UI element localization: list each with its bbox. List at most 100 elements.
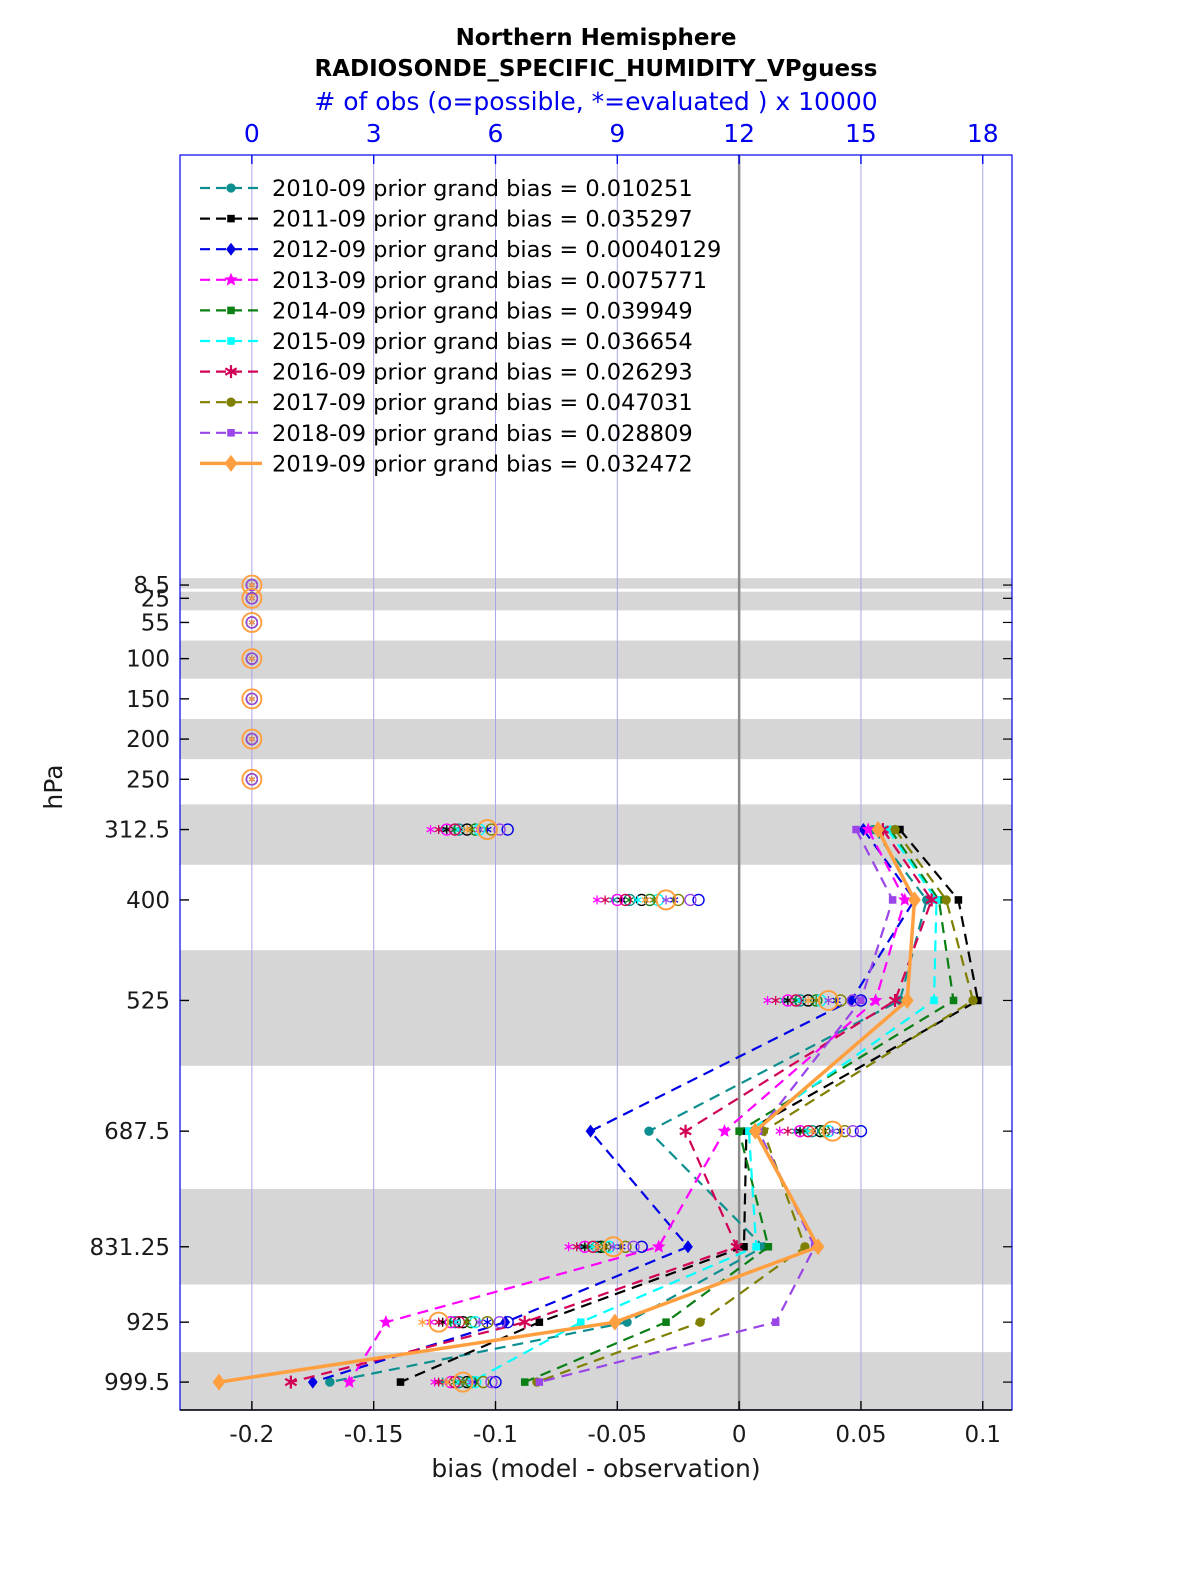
series-marker-star — [224, 272, 238, 286]
obs-possible-marker — [456, 1315, 470, 1329]
chart-graphic — [617, 897, 626, 903]
y-tick-label: 55 — [141, 610, 170, 636]
chart-graphic — [820, 1128, 829, 1134]
asterisk-marker — [442, 1377, 452, 1387]
asterisk-marker — [248, 581, 255, 589]
asterisk-marker — [807, 1126, 817, 1136]
chart-graphic — [617, 1243, 626, 1250]
series-marker-square — [535, 1378, 544, 1386]
obs-possible-marker — [493, 1315, 506, 1329]
asterisk-marker — [783, 1126, 793, 1136]
chart-graphic — [592, 1243, 602, 1250]
series-marker-circle — [890, 824, 900, 835]
plot-area: -0.2 -0.15 -0.1 -0.05 0 0.05 0.10 3 6 9 12 15 188.52… — [90, 119, 1013, 1448]
chart-graphic — [248, 737, 255, 742]
series-marker-star — [868, 993, 883, 1007]
series-marker-circle — [644, 1126, 654, 1136]
asterisk-marker — [600, 895, 610, 905]
series-line-2016-09 — [290, 828, 933, 1384]
series-marker-diamond — [683, 1240, 693, 1254]
obs-possible-marker — [241, 611, 263, 633]
series-marker-square — [227, 337, 235, 345]
chart-graphic — [248, 777, 255, 782]
legend-label: 2018-09 prior grand bias = 0.028809 — [272, 421, 693, 447]
asterisk-marker — [462, 825, 472, 835]
chart-graphic — [564, 1243, 573, 1250]
chart-graphic — [609, 1243, 618, 1250]
y-tick-label: 999.5 — [104, 1370, 170, 1396]
legend-label: 2019-09 prior grand bias = 0.032472 — [272, 451, 693, 477]
asterisk-marker — [248, 655, 255, 662]
y-tick-label: 400 — [126, 888, 170, 914]
obs-possible-marker — [586, 1240, 600, 1253]
obs-possible-marker — [822, 1120, 844, 1142]
obs-possible-marker — [241, 728, 263, 750]
chart-graphic — [518, 1317, 531, 1327]
series-line-2011-09 — [400, 828, 980, 1384]
x-tick-label: 0.05 — [835, 1422, 886, 1448]
asterisk-marker — [518, 1315, 531, 1329]
obs-possible-marker — [241, 574, 263, 596]
y-tick-label: 150 — [126, 687, 170, 713]
chart-subtitle: RADIOSONDE_SPECIFIC_HUMIDITY_VPguess — [315, 56, 878, 82]
series-marker-square — [535, 1318, 544, 1326]
obs-possible-marker — [611, 893, 624, 907]
chart-graphic — [625, 897, 634, 903]
obs-possible-marker — [477, 1375, 490, 1389]
obs-possible-marker — [468, 823, 482, 836]
chart-graphic — [925, 895, 938, 905]
asterisk-marker — [771, 995, 780, 1005]
x-tick-label: 0 — [732, 1422, 747, 1448]
series-line-2013-09 — [348, 829, 906, 1383]
asterisk-marker — [775, 1126, 784, 1136]
chart-graphic — [600, 1243, 610, 1250]
obs-possible-marker — [448, 1315, 462, 1329]
series-marker-square — [932, 896, 941, 904]
series-marker-square — [888, 896, 897, 904]
asterisk-marker — [679, 1124, 692, 1138]
chart-graphic — [224, 367, 238, 376]
legend-item-2019-09: 2019-09 prior grand bias = 0.032472 — [200, 451, 693, 477]
series-marker-square — [752, 1243, 760, 1251]
asterisk-marker — [248, 735, 255, 743]
legend-label: 2016-09 prior grand bias = 0.026293 — [272, 360, 693, 386]
asterisk-marker — [248, 619, 255, 626]
x-tick-label: 0.1 — [964, 1422, 1001, 1448]
obs-possible-marker — [460, 823, 474, 836]
asterisk-marker — [248, 595, 255, 602]
chart-graphic — [462, 1319, 472, 1325]
chart-graphic — [824, 997, 833, 1004]
obs-possible-marker — [623, 893, 636, 907]
asterisk-marker — [434, 1317, 443, 1327]
chart-graphic — [475, 826, 484, 833]
obs-possible-marker — [672, 893, 685, 907]
legend-label: 2017-09 prior grand bias = 0.047031 — [272, 390, 693, 416]
top-tick-label: 3 — [366, 119, 382, 148]
obs-possible-marker — [854, 994, 868, 1007]
obs-possible-marker — [635, 893, 648, 907]
y-tick-label: 525 — [126, 988, 170, 1014]
legend-item-2014-09: 2014-09 prior grand bias = 0.039949 — [200, 298, 693, 324]
asterisk-marker — [284, 1375, 298, 1389]
series-marker-square — [396, 1378, 405, 1386]
chart-graphic — [458, 1379, 468, 1385]
obs-possible-marker — [801, 1124, 815, 1138]
obs-possible-marker — [793, 994, 807, 1007]
obs-possible-marker — [241, 688, 263, 710]
chart-graphic — [248, 620, 255, 625]
y-tick-label: 100 — [126, 647, 170, 673]
obs-possible-marker — [481, 1315, 494, 1329]
series-marker-square — [227, 306, 235, 315]
obs-possible-marker — [241, 768, 263, 790]
obs-possible-marker — [846, 994, 860, 1007]
chart-graphic — [248, 696, 255, 701]
chart-title: Northern Hemisphere — [456, 25, 737, 51]
chart-graphic — [600, 897, 610, 903]
chart-graphic — [828, 1128, 837, 1134]
series-marker-star — [717, 1124, 732, 1137]
pressure-band — [180, 718, 1012, 760]
chart-graphic — [771, 997, 780, 1004]
series-marker-square — [857, 996, 865, 1005]
chart-graphic — [434, 1319, 443, 1325]
obs-possible-marker — [245, 592, 259, 605]
